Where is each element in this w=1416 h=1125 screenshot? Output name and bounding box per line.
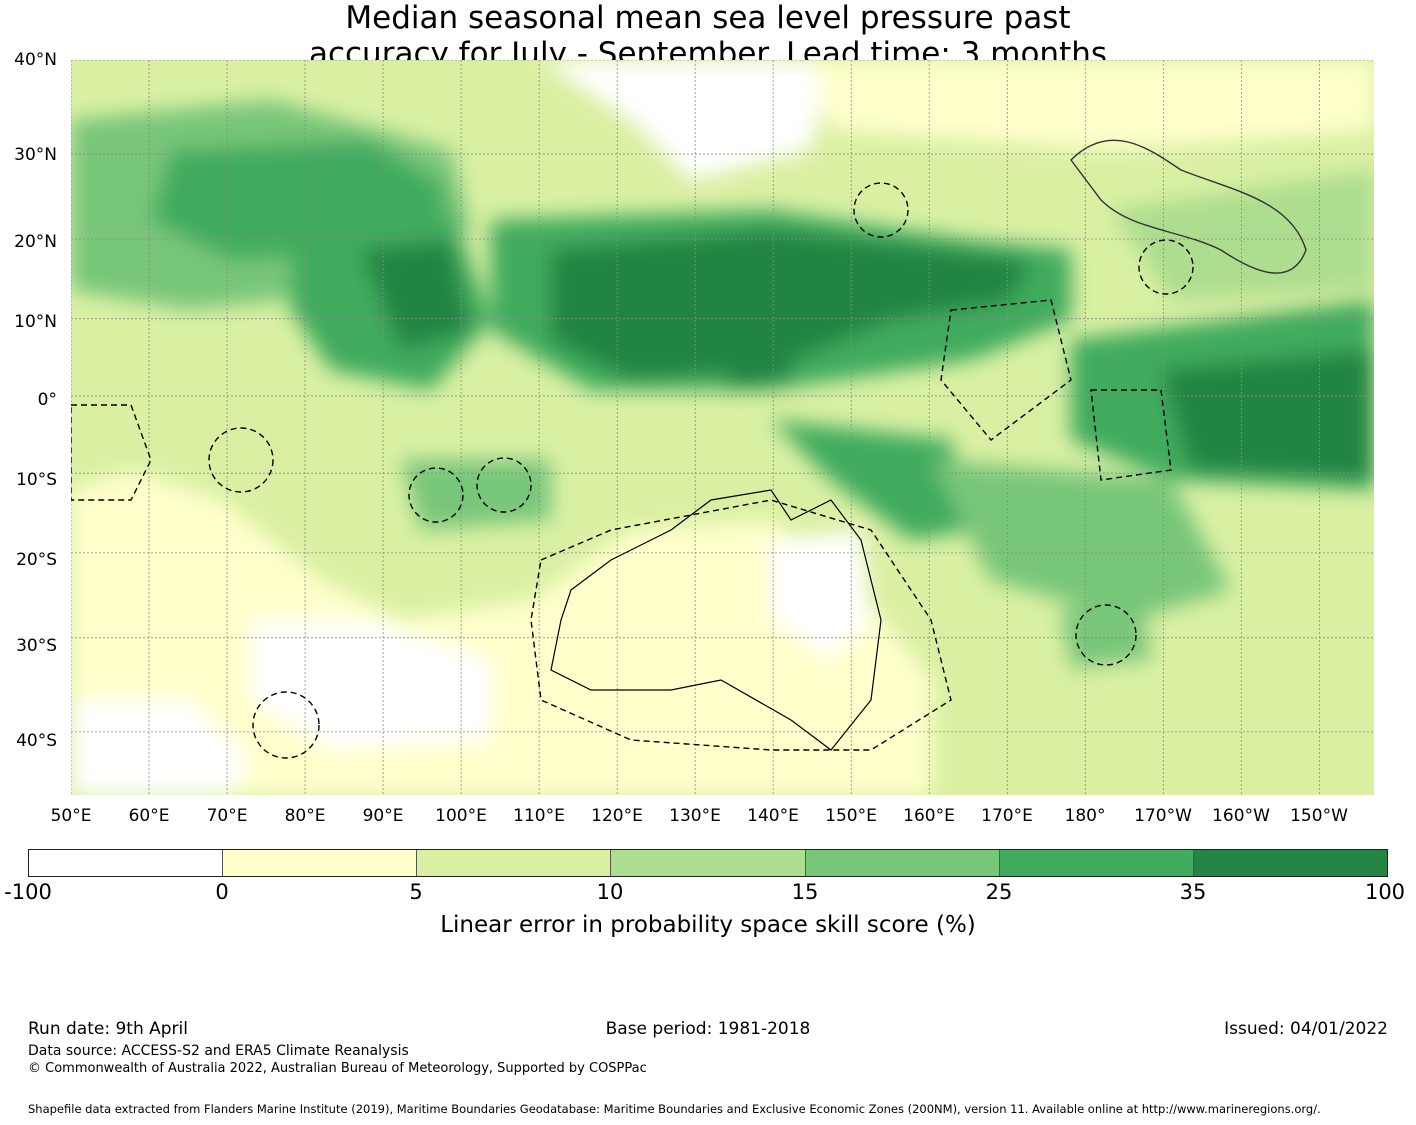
colorbar — [28, 849, 1388, 877]
lat-label-30n: 30°N — [14, 145, 57, 165]
lat-label-10s: 10°S — [16, 470, 57, 490]
colorbar-tick: -100 — [4, 880, 52, 904]
colorbar-segment — [611, 850, 806, 876]
lon-label-80e: 80°E — [284, 806, 326, 826]
lon-label-170e: 170°E — [981, 806, 1033, 826]
colorbar-tick: 0 — [215, 880, 229, 904]
base-period: Base period: 1981-2018 — [605, 1019, 811, 1039]
lon-label-60e: 60°E — [128, 806, 170, 826]
lon-label-150w: 150°W — [1290, 806, 1348, 826]
map-gridlines — [71, 60, 1374, 795]
lat-label-40s: 40°S — [16, 731, 57, 751]
colorbar-segment — [417, 850, 612, 876]
lat-label-0: 0° — [37, 390, 57, 410]
colorbar-label: Linear error in probability space skill … — [440, 912, 976, 938]
skill-score-map — [71, 60, 1374, 795]
data-source: Data source: ACCESS-S2 and ERA5 Climate … — [28, 1043, 409, 1059]
eez-boundaries — [71, 182, 1194, 759]
run-date: Run date: 9th April — [28, 1019, 188, 1039]
colorbar-segment — [223, 850, 418, 876]
lon-label-150e: 150°E — [825, 806, 877, 826]
lon-label-50e: 50°E — [50, 806, 92, 826]
lat-label-20s: 20°S — [16, 550, 57, 570]
hawaii-eez-outline — [1070, 139, 1307, 274]
colorbar-segment — [999, 850, 1194, 876]
lon-label-160e: 160°E — [903, 806, 955, 826]
colorbar-tick: 35 — [1179, 880, 1207, 904]
colorbar-segment — [1193, 850, 1387, 876]
shapefile-credit: Shapefile data extracted from Flanders M… — [28, 1102, 1321, 1116]
lat-label-20n: 20°N — [14, 232, 57, 252]
issued-date: Issued: 04/01/2022 — [1224, 1019, 1388, 1039]
lat-label-30s: 30°S — [16, 636, 57, 656]
colorbar-segment — [29, 850, 224, 876]
lon-label-180: 180° — [1064, 806, 1106, 826]
colorbar-tick: 5 — [409, 880, 423, 904]
lon-label-90e: 90°E — [362, 806, 404, 826]
lon-label-120e: 120°E — [591, 806, 643, 826]
colorbar-tick: 100 — [1364, 880, 1406, 904]
map-canvas — [71, 60, 1374, 795]
australia-coastline — [550, 489, 882, 751]
lon-label-110e: 110°E — [513, 806, 565, 826]
lon-label-70e: 70°E — [206, 806, 248, 826]
title-line-1: Median seasonal mean sea level pressure … — [345, 0, 1071, 36]
skill-field-shading — [71, 60, 1374, 795]
colorbar-tick: 10 — [596, 880, 624, 904]
lon-label-170w: 170°W — [1134, 806, 1192, 826]
chart-title: Median seasonal mean sea level pressure … — [0, 0, 1416, 72]
colorbar-tick: 15 — [791, 880, 819, 904]
colorbar-tick: 25 — [985, 880, 1013, 904]
lat-label-10n: 10°N — [14, 312, 57, 332]
copyright: © Commonwealth of Australia 2022, Austra… — [28, 1061, 647, 1076]
colorbar-segment — [805, 850, 1000, 876]
lat-label-40n: 40°N — [14, 50, 57, 70]
lon-label-100e: 100°E — [435, 806, 487, 826]
lon-label-160w: 160°W — [1212, 806, 1270, 826]
lon-label-140e: 140°E — [747, 806, 799, 826]
lon-label-130e: 130°E — [669, 806, 721, 826]
